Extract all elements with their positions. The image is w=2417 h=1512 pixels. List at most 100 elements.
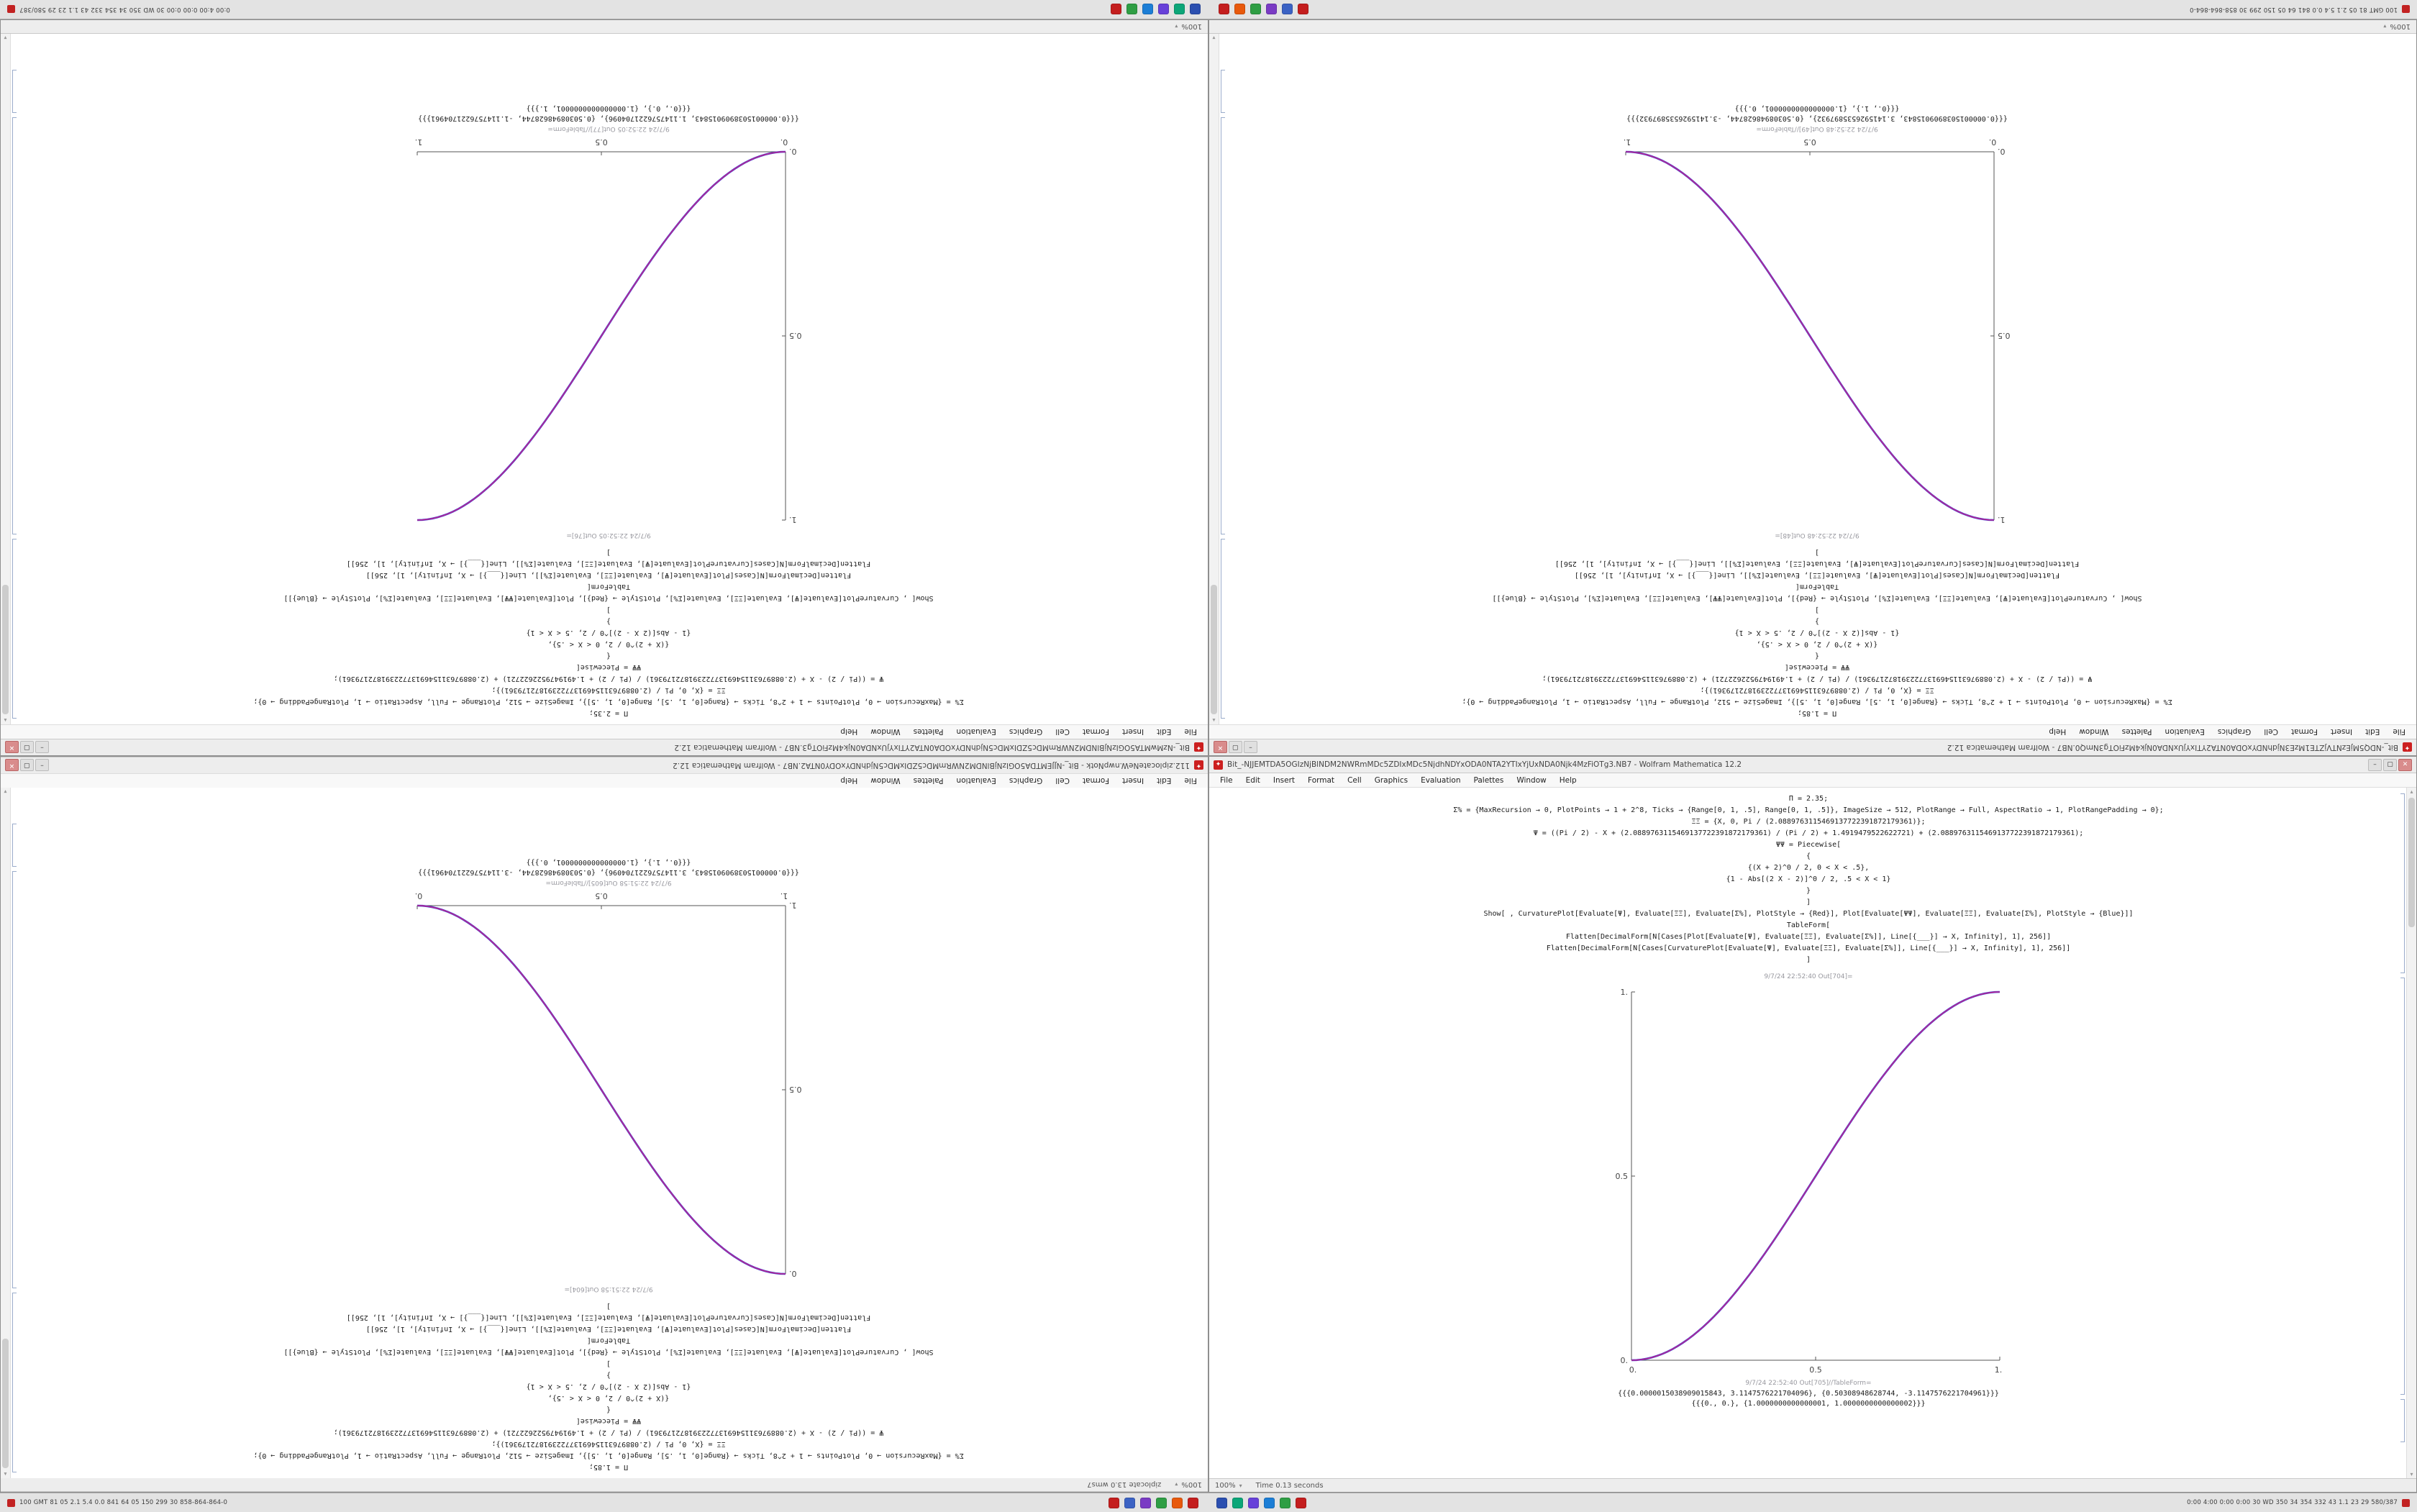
system-tray-icon[interactable] — [2402, 1498, 2410, 1507]
cell-bracket[interactable] — [2400, 1399, 2405, 1442]
input-code-line[interactable]: ] — [606, 606, 611, 614]
close-button[interactable]: ✕ — [1214, 741, 1227, 754]
input-code-line[interactable]: ΨΨ = Piecewise[ — [1775, 841, 1842, 849]
taskbar-app-icon[interactable] — [1174, 4, 1185, 15]
taskbar-app-icon[interactable] — [1263, 1497, 1275, 1508]
menu-item[interactable]: Format — [1082, 727, 1109, 737]
menu-item[interactable]: Graphics — [1009, 776, 1043, 785]
minimize-button[interactable]: – — [35, 759, 49, 772]
taskbar-app-icon[interactable] — [1139, 1497, 1151, 1508]
menu-item[interactable]: Help — [840, 776, 858, 785]
menu-item[interactable]: Evaluation — [2165, 727, 2205, 737]
input-code-line[interactable]: TableForm[ — [586, 583, 631, 591]
input-code-line[interactable]: {1 - Abs[(2 X - 2)]^0 / 2, .5 < X < 1} — [526, 629, 691, 637]
menu-item[interactable]: Cell — [2264, 727, 2278, 737]
scrollbar-thumb[interactable] — [2, 1339, 9, 1468]
window-titlebar[interactable]: ✦ Bit_-NJJEMTDA5OGIzNjBlNDM2NWRmMDc5ZDIx… — [1209, 757, 2416, 773]
input-code-line[interactable]: ] — [606, 1360, 611, 1367]
input-code-line[interactable]: {(X + 2)^0 / 2, 0 < X < .5}, — [1747, 864, 1870, 872]
menu-item[interactable]: Graphics — [2217, 727, 2252, 737]
input-code-line[interactable]: Ψ = ((Pi / 2) - X + (2.08897631154691377… — [333, 675, 884, 683]
output-cell[interactable]: {{{0.0000015038909015843, 3.114757622170… — [1222, 1389, 2395, 1409]
input-code-line[interactable]: Π = 2.35; — [588, 709, 629, 717]
input-code-line[interactable]: {1 - Abs[(2 X - 2)]^0 / 2, .5 < X < 1} — [526, 1383, 691, 1390]
input-cell[interactable]: Π = 2.35; Σ% = {MaxRecursion → 0, PlotPoi… — [22, 546, 1195, 719]
input-code-line[interactable]: Ψ = ((Pi / 2) - X + (2.08897631154691377… — [333, 1429, 884, 1436]
input-code-line[interactable]: { — [606, 652, 611, 660]
menu-item[interactable]: Edit — [1157, 727, 1172, 737]
menu-item[interactable]: Edit — [1157, 776, 1172, 785]
input-code-line[interactable]: Flatten[DecimalForm[N[Cases[CurvaturePlo… — [1546, 944, 2071, 952]
minimize-button[interactable]: – — [2368, 758, 2382, 771]
input-code-line[interactable]: TableForm[ — [1786, 921, 1831, 929]
system-monitor-icon[interactable] — [7, 1498, 15, 1507]
zoom-caret-icon[interactable]: ▾ — [1175, 23, 1178, 30]
input-code-line[interactable]: } — [1806, 887, 1811, 895]
cell-bracket[interactable] — [12, 539, 17, 719]
menu-item[interactable]: File — [2393, 727, 2405, 737]
menu-item[interactable]: Palettes — [913, 776, 944, 785]
menu-item[interactable]: Help — [840, 727, 858, 737]
zoom-caret-icon[interactable]: ▾ — [1175, 1481, 1178, 1488]
input-code-line[interactable]: ] — [1806, 898, 1811, 906]
input-code-line[interactable]: Flatten[DecimalForm[N[Cases[CurvaturePlo… — [346, 1313, 871, 1321]
taskbar-app-icon[interactable] — [1247, 1497, 1259, 1508]
menu-item[interactable]: Cell — [1055, 727, 1070, 737]
scroll-down-icon[interactable]: ▾ — [1212, 35, 1216, 41]
taskbar-app-icon[interactable] — [1108, 1497, 1119, 1508]
input-code-line[interactable]: Σ% = {MaxRecursion → 0, PlotPoints → 1 +… — [1462, 698, 2172, 706]
input-code-line[interactable]: } — [1814, 617, 1820, 625]
input-code-line[interactable]: Flatten[DecimalForm[N[Cases[Plot[Evaluat… — [365, 571, 852, 579]
input-code-line[interactable]: Ψ = ((Pi / 2) - X + (2.08897631154691377… — [1542, 675, 2093, 683]
input-code-line[interactable]: ] — [1814, 548, 1820, 556]
menu-item[interactable]: Format — [2290, 727, 2318, 737]
input-code-line[interactable]: ΨΨ = Piecewise[ — [575, 663, 642, 671]
taskbar-app-icon[interactable] — [1250, 4, 1262, 15]
input-code-line[interactable]: ΨΨ = Piecewise[ — [575, 1417, 642, 1425]
menu-item[interactable]: Insert — [1121, 727, 1144, 737]
menu-item[interactable]: Window — [2079, 727, 2109, 737]
menu-item[interactable]: Evaluation — [956, 776, 996, 785]
input-code-line[interactable]: {(X + 2)^0 / 2, 0 < X < .5}, — [547, 640, 670, 648]
scroll-down-icon[interactable]: ▾ — [4, 35, 7, 41]
maximize-button[interactable]: ▢ — [2383, 758, 2397, 771]
menu-item[interactable]: Window — [1516, 775, 1547, 785]
zoom-caret-icon[interactable]: ▾ — [2383, 23, 2387, 30]
input-code-line[interactable]: ΨΨ = Piecewise[ — [1784, 663, 1850, 671]
taskbar-app-icon[interactable] — [1190, 4, 1201, 15]
zoom-caret-icon[interactable]: ▾ — [1239, 1482, 1242, 1489]
vertical-scrollbar[interactable]: ▴ ▾ — [2406, 788, 2416, 1478]
taskbar-app-icon[interactable] — [1124, 1497, 1135, 1508]
window-titlebar[interactable]: ✦ Bit_-NDQ5MjEzNTVjZTE1MzE3NjdhNDYxODA0N… — [1209, 739, 2416, 755]
zoom-level[interactable]: 100% — [1181, 1480, 1202, 1489]
scroll-up-icon[interactable]: ▴ — [1212, 717, 1216, 724]
minimize-button[interactable]: – — [1244, 741, 1257, 754]
taskbar-app-icon[interactable] — [1158, 4, 1170, 15]
zoom-level[interactable]: 100% — [2390, 22, 2411, 31]
input-code-line[interactable]: Σ% = {MaxRecursion → 0, PlotPoints → 1 +… — [253, 698, 964, 706]
scroll-up-icon[interactable]: ▴ — [4, 1471, 7, 1477]
system-tray-icon[interactable] — [7, 5, 15, 14]
cell-bracket[interactable] — [12, 70, 17, 113]
input-code-line[interactable]: Ψ = ((Pi / 2) - X + (2.08897631154691377… — [1533, 829, 2084, 837]
taskbar-app-icon[interactable] — [1111, 4, 1122, 15]
cell-bracket[interactable] — [12, 824, 17, 867]
taskbar-app-icon[interactable] — [1216, 1497, 1227, 1508]
input-code-line[interactable]: ] — [606, 548, 611, 556]
taskbar-app-icon[interactable] — [1282, 4, 1293, 15]
taskbar-app-icon[interactable] — [1266, 4, 1278, 15]
output-cell[interactable]: {{{0.0000015038909015843, 3.141592653589… — [1231, 103, 2403, 123]
input-code-line[interactable]: { — [606, 1406, 611, 1413]
menu-item[interactable]: Cell — [1055, 776, 1070, 785]
input-code-line[interactable]: ] — [1806, 956, 1811, 964]
input-code-line[interactable]: Π = 2.35; — [1788, 795, 1829, 803]
menu-item[interactable]: Cell — [1347, 775, 1362, 785]
taskbar-app-icon[interactable] — [1219, 4, 1230, 15]
menu-item[interactable]: Edit — [2365, 727, 2380, 737]
menu-item[interactable]: Palettes — [913, 727, 944, 737]
input-code-line[interactable]: TableForm[ — [586, 1336, 631, 1344]
input-code-line[interactable]: Flatten[DecimalForm[N[Cases[CurvaturePlo… — [346, 560, 871, 568]
close-button[interactable]: ✕ — [5, 759, 19, 772]
input-code-line[interactable]: ] — [1814, 606, 1820, 614]
menu-item[interactable]: Format — [1082, 776, 1109, 785]
